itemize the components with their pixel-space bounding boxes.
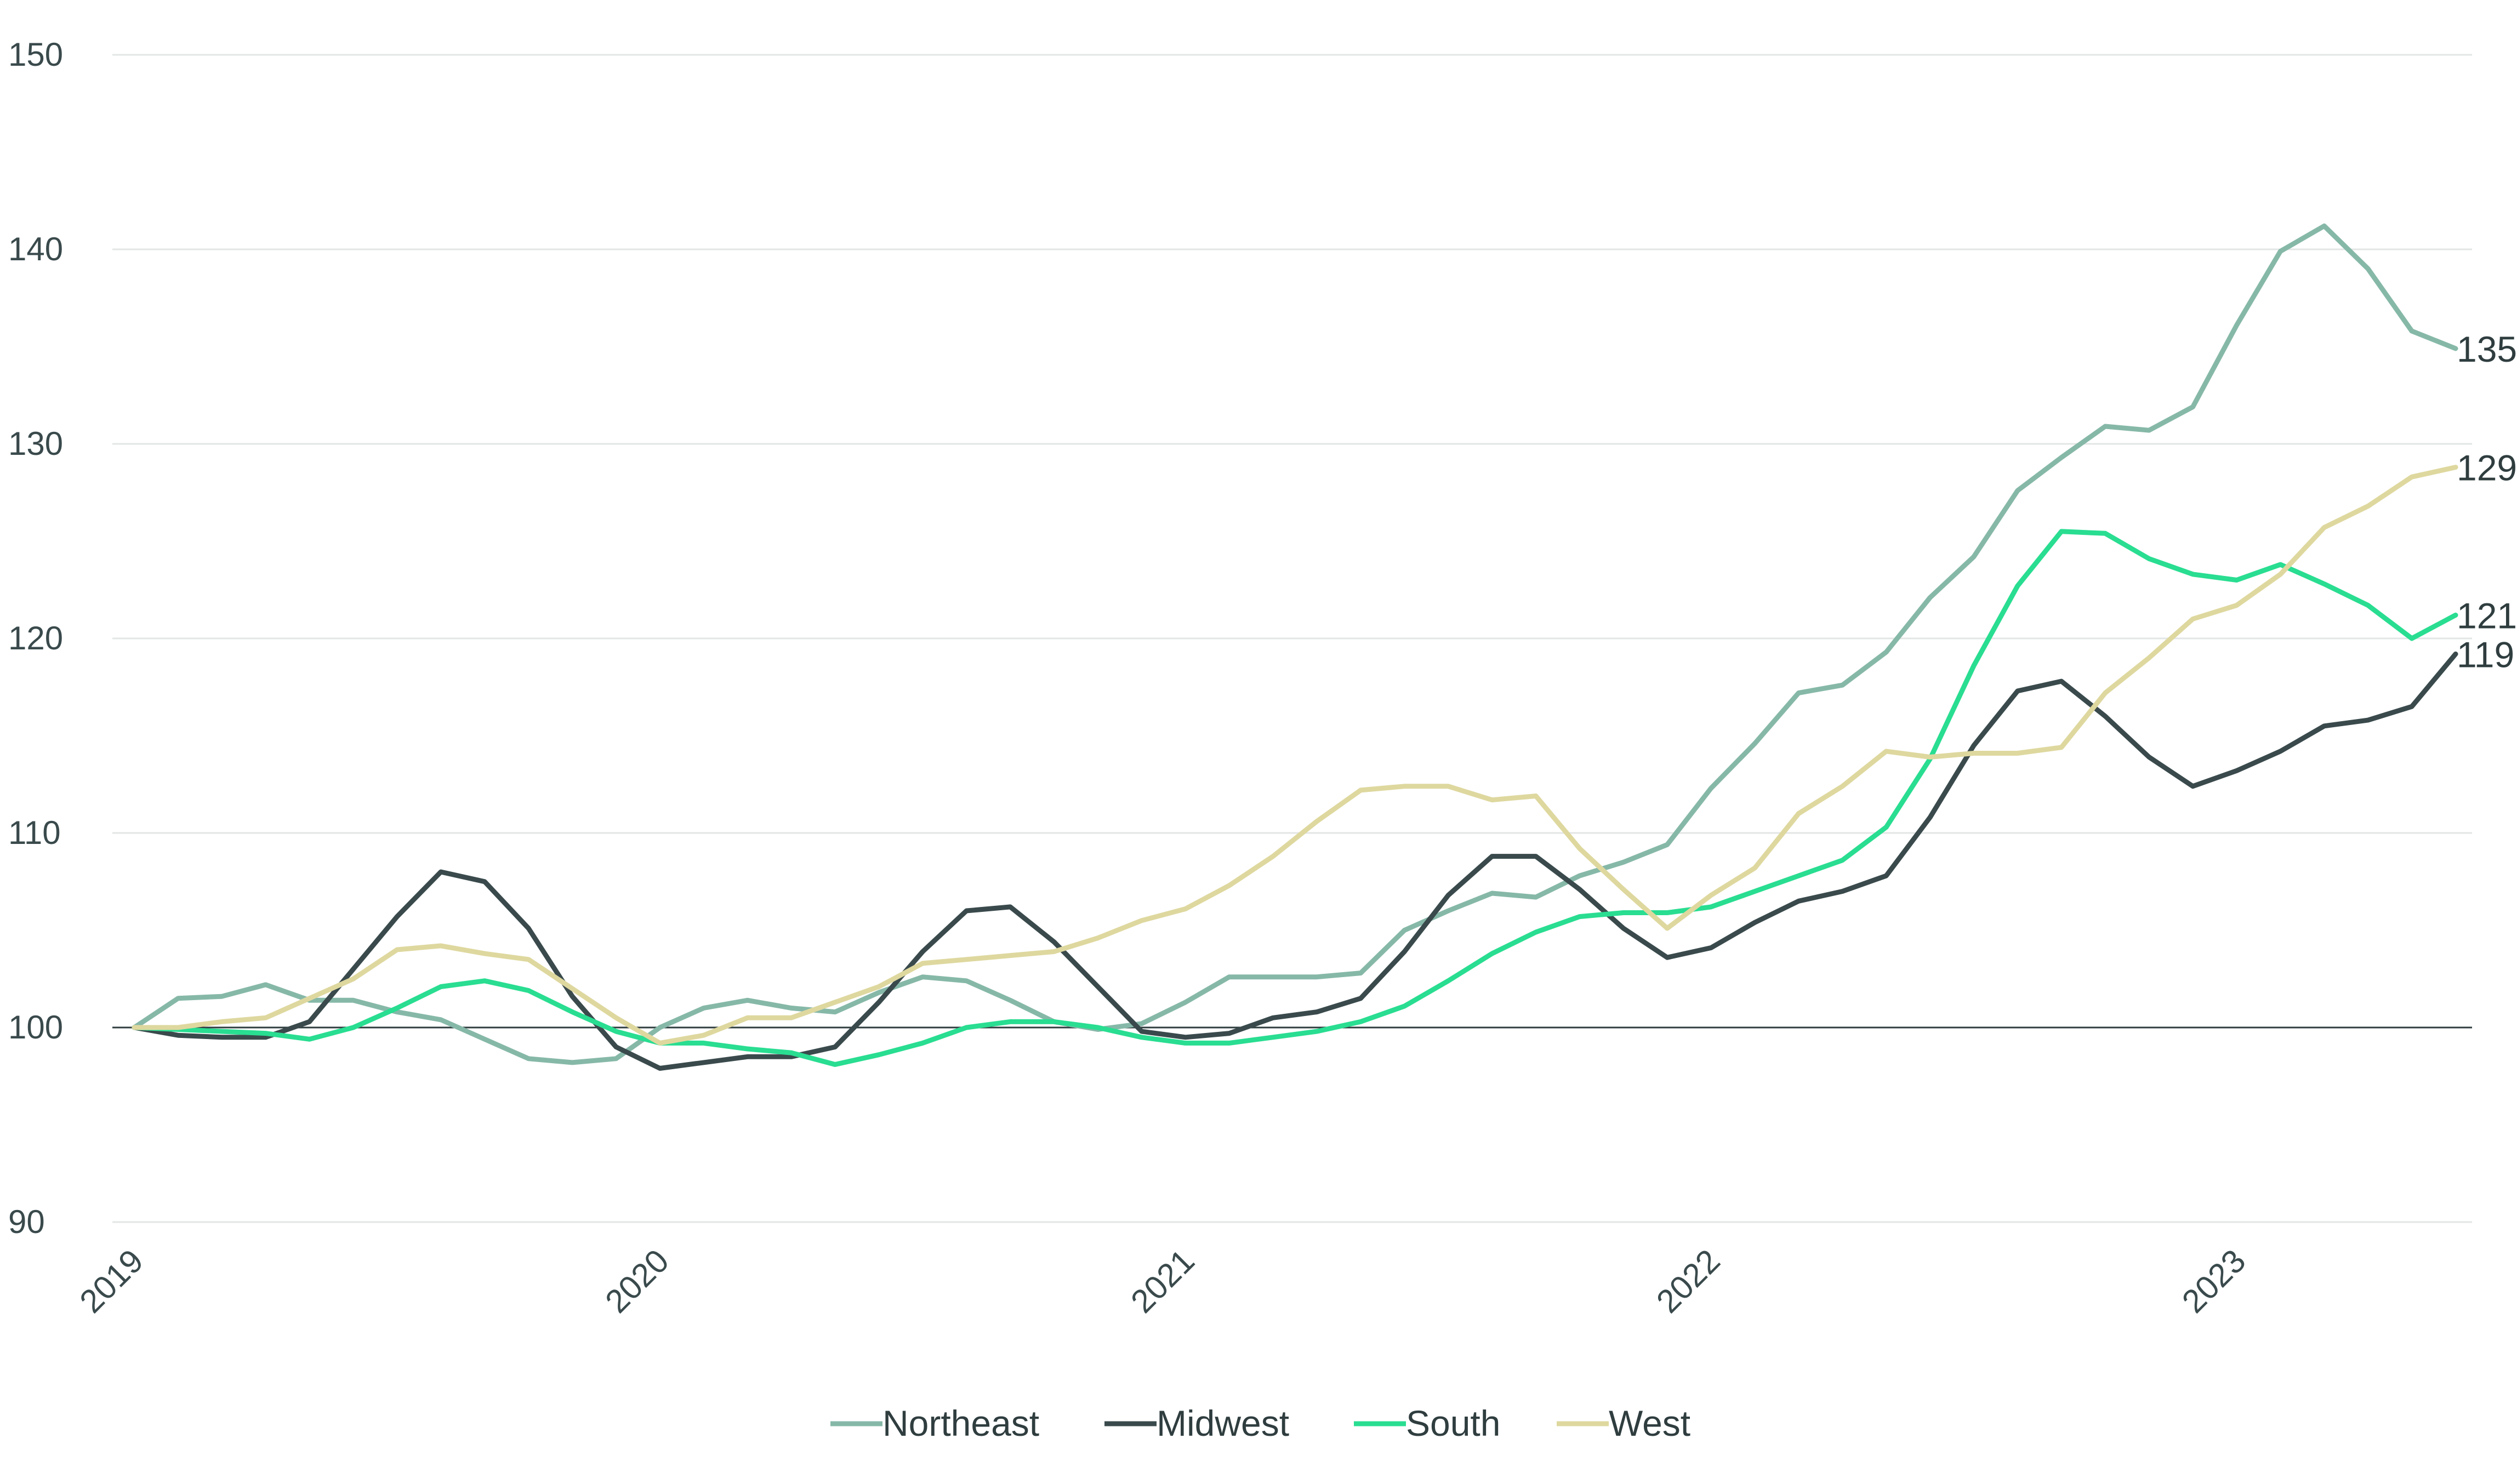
end-label-northeast: 135 (2457, 329, 2517, 369)
series-line-midwest (132, 651, 2458, 1071)
legend: Northeast Midwest South West (830, 1403, 1690, 1443)
y-tick-label-140: 140 (8, 231, 63, 267)
y-axis-ticks: 90 100 110 120 130 140 150 (8, 36, 63, 1240)
series-line-northeast (132, 223, 2458, 1065)
y-tick-label-110: 110 (8, 814, 61, 851)
series-lines (132, 223, 2458, 1071)
y-tick-label-150: 150 (8, 36, 63, 73)
y-tick-label-130: 130 (8, 425, 63, 462)
legend-label-south: South (1406, 1403, 1500, 1443)
y-tick-label-90: 90 (8, 1203, 45, 1240)
series-line-south (132, 529, 2458, 1067)
gridlines (112, 54, 2472, 1223)
x-tick-label-2020: 2020 (598, 1242, 676, 1320)
y-tick-label-120: 120 (8, 620, 63, 657)
series-line-west (132, 465, 2458, 1046)
x-axis-ticks: 2019 2020 2021 2022 2023 (72, 1242, 2252, 1320)
end-label-south: 121 (2457, 595, 2517, 636)
x-tick-label-2023: 2023 (2175, 1242, 2253, 1320)
legend-label-west: West (1609, 1403, 1690, 1443)
x-tick-label-2022: 2022 (1649, 1242, 1727, 1320)
end-label-midwest: 119 (2457, 634, 2514, 675)
legend-label-northeast: Northeast (882, 1403, 1039, 1443)
legend-label-midwest: Midwest (1157, 1403, 1289, 1443)
x-tick-label-2019: 2019 (72, 1242, 150, 1320)
y-tick-label-100: 100 (8, 1009, 63, 1046)
x-tick-label-2021: 2021 (1124, 1242, 1201, 1320)
end-label-west: 129 (2457, 448, 2517, 488)
